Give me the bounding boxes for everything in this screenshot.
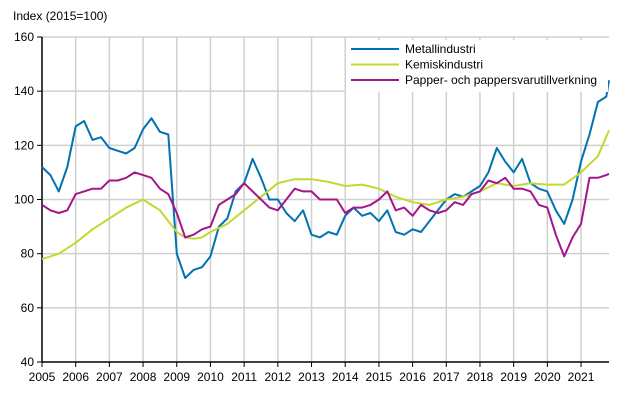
x-tick-label: 2020 — [534, 370, 561, 384]
legend-label: Metallindustri — [405, 42, 476, 56]
legend-label: Papper- och pappersvarutillverkning — [405, 73, 597, 87]
series-line-3 — [41, 171, 610, 258]
x-tick-label: 2012 — [264, 370, 291, 384]
x-tick-label: 2018 — [467, 370, 494, 384]
series-line-1 — [41, 80, 610, 279]
x-tick-label: 2009 — [163, 370, 190, 384]
x-tick-label: 2005 — [29, 370, 56, 384]
x-tick-label: 2021 — [568, 370, 595, 384]
x-tick-label: 2015 — [366, 370, 393, 384]
y-tick-label: 140 — [14, 84, 34, 98]
x-tick-label: 2010 — [197, 370, 224, 384]
y-tick-label: 40 — [21, 355, 35, 369]
y-tick-label: 120 — [14, 138, 34, 152]
y-axis-label: Index (2015=100) — [13, 9, 107, 23]
x-tick-label: 2017 — [433, 370, 460, 384]
x-tick-label: 2014 — [332, 370, 359, 384]
y-tick-label: 100 — [14, 193, 34, 207]
series-line-2 — [41, 130, 610, 261]
y-tick-label: 160 — [14, 30, 34, 44]
x-tick-label: 2013 — [298, 370, 325, 384]
series-lines — [41, 80, 610, 279]
y-tick-label: 60 — [21, 301, 35, 315]
x-tick-label: 2008 — [130, 370, 157, 384]
legend-label: Kemiskindustri — [405, 58, 483, 72]
x-tick-label: 2016 — [399, 370, 426, 384]
x-tick-label: 2019 — [500, 370, 527, 384]
axes: 40 60 80 100 120 140 160 2005 2006 2007 2008 2009 20… — [14, 30, 609, 384]
x-tick-label: 2011 — [231, 370, 257, 384]
y-tick-label: 80 — [21, 247, 35, 261]
x-tick-label: 2006 — [62, 370, 89, 384]
x-tick-label: 2007 — [96, 370, 123, 384]
